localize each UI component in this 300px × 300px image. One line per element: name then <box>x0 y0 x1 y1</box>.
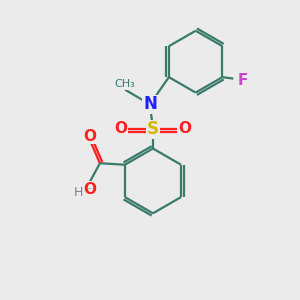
Text: O: O <box>115 121 128 136</box>
Text: O: O <box>83 182 96 197</box>
Text: ⁻: ⁻ <box>86 186 91 196</box>
Text: CH₃: CH₃ <box>115 79 135 89</box>
Text: S: S <box>147 120 159 138</box>
Text: H: H <box>74 186 83 199</box>
Text: N: N <box>143 95 157 113</box>
Text: O: O <box>178 121 191 136</box>
Text: F: F <box>238 73 248 88</box>
Text: O: O <box>83 129 96 144</box>
